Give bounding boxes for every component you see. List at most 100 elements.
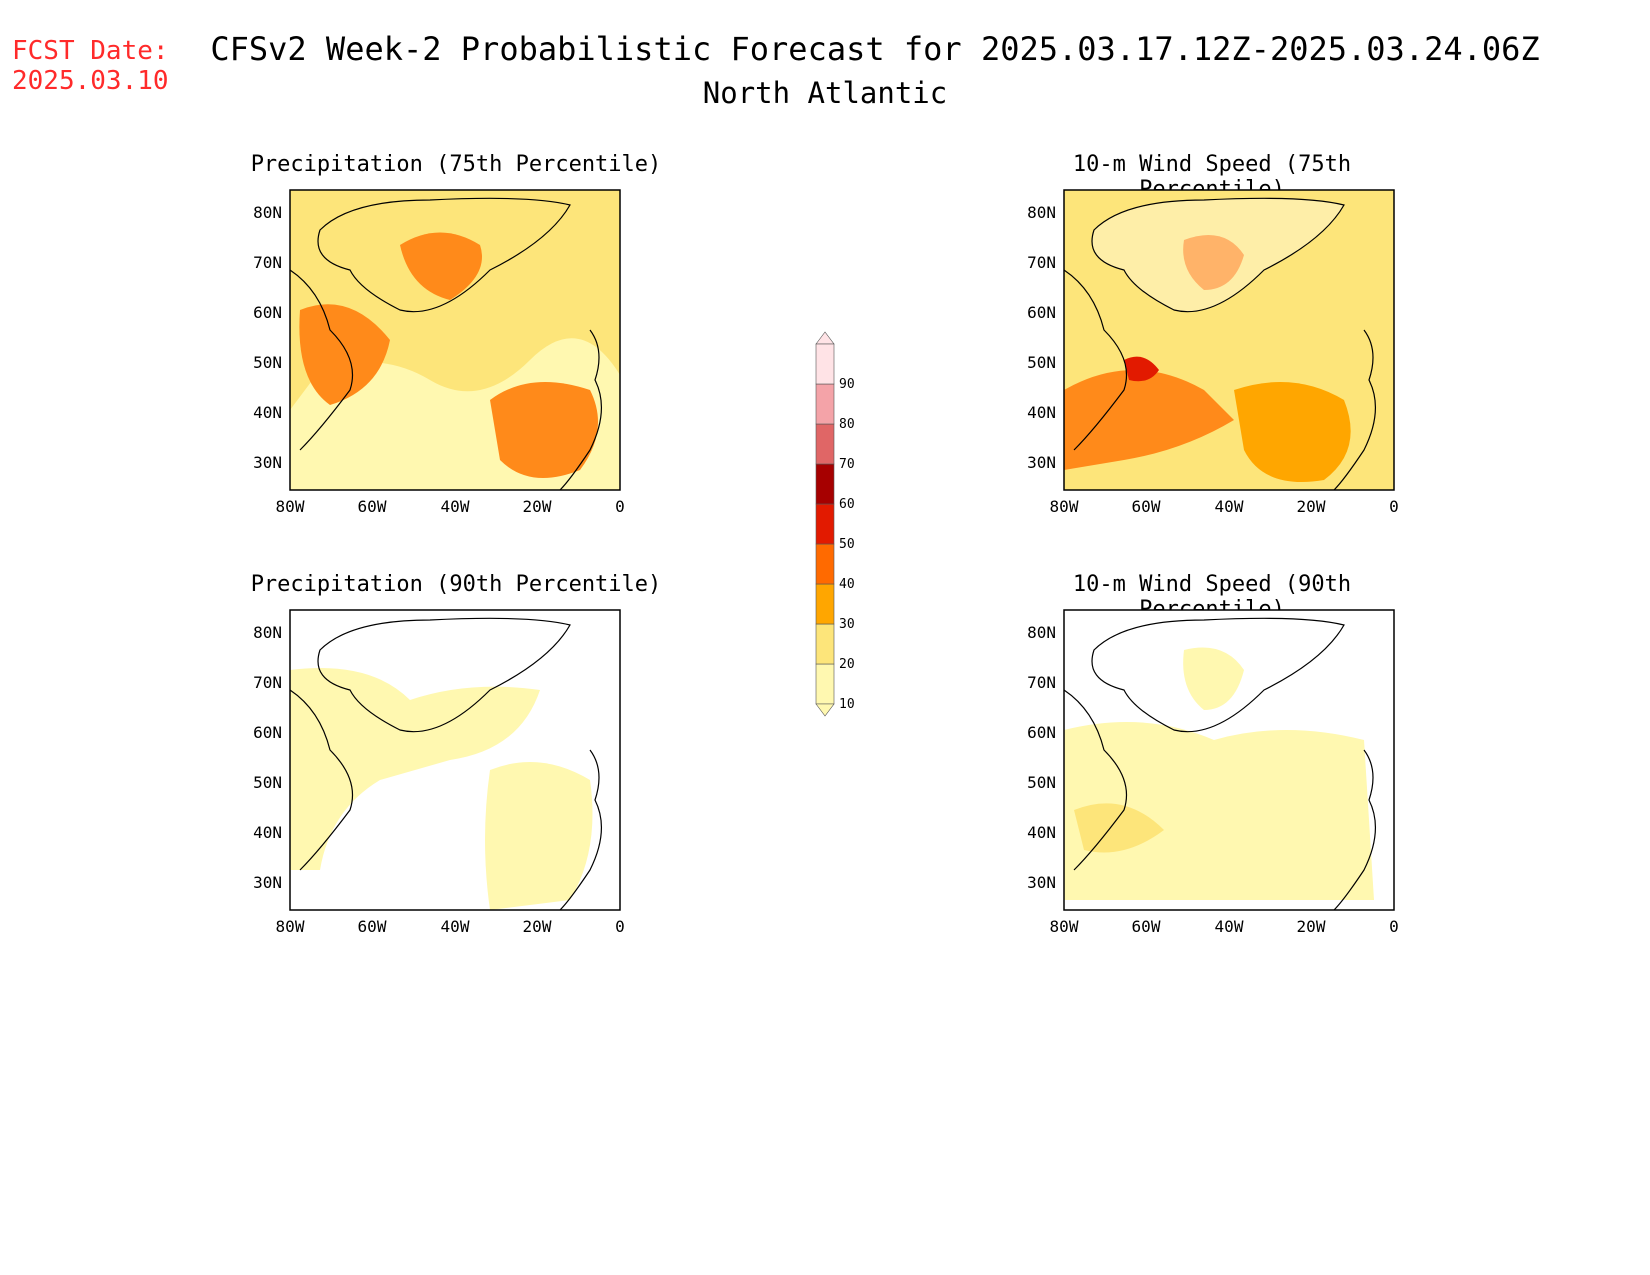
lat-axis: 80N 70N 60N 50N 40N 30N — [253, 623, 282, 892]
colorbar-label: 60 — [839, 497, 855, 512]
lon-label: 80W — [276, 497, 305, 516]
colorbar-label: 20 — [839, 657, 855, 672]
lon-axis: 80W 60W 40W 20W 0 — [1050, 917, 1399, 936]
lat-label: 80N — [253, 623, 282, 642]
lat-label: 80N — [1027, 623, 1056, 642]
page-subtitle: North Atlantic — [702, 76, 948, 110]
map-svg-wind-90: 80N 70N 60N 50N 40N 30N 80W 60W 40W 20W … — [1027, 609, 1399, 936]
colorbar-svg: 10 20 30 40 50 60 70 80 90 — [815, 331, 855, 717]
colorbar-label: 10 — [839, 697, 855, 712]
lon-label: 0 — [1389, 917, 1399, 936]
lon-label: 20W — [1297, 497, 1326, 516]
map-fill-high — [299, 304, 390, 405]
lat-label: 50N — [1027, 773, 1056, 792]
lon-label: 40W — [1215, 497, 1244, 516]
map-wind-90: 80N 70N 60N 50N 40N 30N 80W 60W 40W 20W … — [1027, 609, 1399, 936]
map-fill-low — [485, 762, 593, 910]
lon-label: 20W — [523, 497, 552, 516]
coastline — [317, 617, 571, 733]
lon-label: 40W — [441, 497, 470, 516]
map-frame — [1063, 189, 1395, 491]
lat-label: 50N — [253, 773, 282, 792]
lon-label: 0 — [615, 497, 625, 516]
colorbar-label: 80 — [839, 417, 855, 432]
colorbar-box — [815, 383, 835, 425]
map-frame — [289, 609, 621, 911]
map-svg-precip-75: 80N 70N 60N 50N 40N 30N 80W 60W 40W 20W … — [253, 189, 625, 516]
coastline — [1063, 689, 1128, 871]
colorbar-box — [815, 463, 835, 505]
forecast-date-value: 2025.03.10 — [12, 66, 169, 96]
panel-title-precip-75: Precipitation (75th Percentile) — [250, 152, 662, 177]
lat-label: 40N — [1027, 823, 1056, 842]
map-precip-75: 80N 70N 60N 50N 40N 30N 80W 60W 40W 20W … — [253, 189, 625, 516]
colorbar-cap-bottom — [815, 703, 835, 717]
lon-axis: 80W 60W 40W 20W 0 — [276, 917, 625, 936]
colorbar-box — [815, 583, 835, 625]
coastline — [559, 329, 603, 491]
map-frame — [289, 189, 621, 491]
lon-axis: 80W 60W 40W 20W 0 — [1050, 497, 1399, 516]
forecast-date-label: FCST Date: — [12, 36, 169, 66]
colorbar-label: 90 — [839, 377, 855, 392]
page-title: CFSv2 Week-2 Probabilistic Forecast for … — [210, 30, 1540, 68]
lat-label: 60N — [1027, 303, 1056, 322]
map-fill-low — [290, 668, 540, 870]
lat-axis: 80N 70N 60N 50N 40N 30N — [1027, 623, 1056, 892]
panel-title-precip-90: Precipitation (90th Percentile) — [250, 572, 662, 597]
lat-label: 40N — [253, 823, 282, 842]
colorbar-boxes — [815, 331, 835, 717]
map-precip-90: 80N 70N 60N 50N 40N 30N 80W 60W 40W 20W … — [253, 609, 625, 936]
lat-label: 30N — [253, 453, 282, 472]
lon-label: 80W — [1050, 917, 1079, 936]
lon-label: 0 — [1389, 497, 1399, 516]
lon-label: 80W — [1050, 497, 1079, 516]
coastline — [289, 689, 354, 871]
lon-label: 60W — [358, 497, 387, 516]
colorbar-box — [815, 343, 835, 385]
colorbar-label: 30 — [839, 617, 855, 632]
lon-label: 20W — [523, 917, 552, 936]
coastline — [1333, 329, 1377, 491]
map-fill-low — [1064, 722, 1374, 900]
lat-axis: 80N 70N 60N 50N 40N 30N — [253, 203, 282, 472]
lon-label: 20W — [1297, 917, 1326, 936]
colorbar-box — [815, 543, 835, 585]
lat-label: 40N — [1027, 403, 1056, 422]
colorbar-label: 70 — [839, 457, 855, 472]
lon-label: 40W — [441, 917, 470, 936]
coastline — [317, 197, 571, 313]
lat-label: 30N — [1027, 453, 1056, 472]
lat-label: 60N — [1027, 723, 1056, 742]
coastline — [1091, 617, 1345, 733]
coastline — [1091, 197, 1345, 313]
map-fill-high — [1183, 235, 1244, 290]
forecast-date-block: FCST Date: 2025.03.10 — [12, 36, 169, 96]
map-fill-peak — [1124, 356, 1159, 382]
lat-label: 70N — [253, 253, 282, 272]
map-fill-mid — [1234, 382, 1351, 482]
lon-label: 40W — [1215, 917, 1244, 936]
colorbar-box — [815, 423, 835, 465]
lat-label: 60N — [253, 303, 282, 322]
lat-label: 60N — [253, 723, 282, 742]
map-wind-75: 80N 70N 60N 50N 40N 30N 80W 60W 40W 20W … — [1027, 189, 1399, 516]
colorbar-box — [815, 623, 835, 665]
colorbar: 10 20 30 40 50 60 70 80 90 — [800, 330, 880, 754]
colorbar-label: 40 — [839, 577, 855, 592]
colorbar-box — [815, 503, 835, 545]
map-svg-precip-90: 80N 70N 60N 50N 40N 30N 80W 60W 40W 20W … — [253, 609, 625, 936]
lat-label: 30N — [253, 873, 282, 892]
lon-axis: 80W 60W 40W 20W 0 — [276, 497, 625, 516]
map-fill-high — [490, 382, 598, 478]
colorbar-box — [815, 663, 835, 705]
colorbar-cap-top — [815, 331, 835, 345]
lat-axis: 80N 70N 60N 50N 40N 30N — [1027, 203, 1056, 472]
coastline — [1333, 749, 1377, 911]
map-fill-low — [1183, 647, 1244, 710]
coastline — [1063, 269, 1128, 451]
lat-label: 70N — [253, 673, 282, 692]
lon-label: 0 — [615, 917, 625, 936]
coastline — [559, 749, 603, 911]
lat-label: 40N — [253, 403, 282, 422]
